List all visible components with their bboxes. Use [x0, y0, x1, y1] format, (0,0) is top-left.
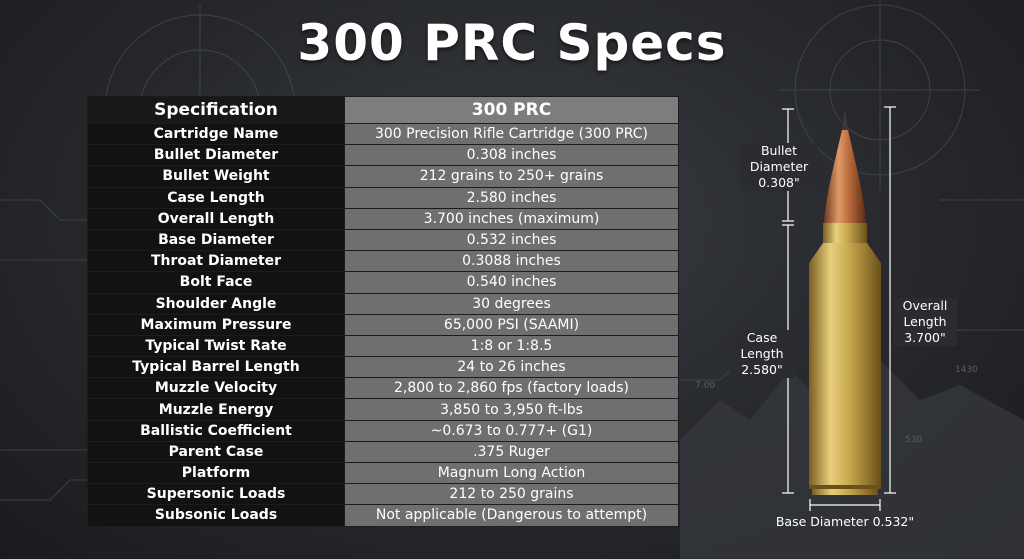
header-specification: Specification [87, 96, 345, 124]
bullet-icon [824, 130, 866, 223]
label-bullet-diameter: Bullet Diameter 0.308" [740, 143, 818, 191]
table-row: Shoulder Angle 30 degrees [87, 292, 679, 315]
label-overall-length: Overall Length 3.700" [893, 298, 957, 346]
spec-name-cell: Ballistic Coefficient [87, 419, 345, 442]
spec-name-cell: Muzzle Energy [87, 398, 345, 421]
header-300-prc: 300 PRC [344, 96, 679, 124]
table-row: Case Length 2.580 inches [87, 186, 679, 209]
spec-name-cell: Parent Case [87, 440, 345, 464]
table-row: Typical Barrel Length 24 to 26 inches [87, 356, 679, 379]
spec-value-cell: 30 degrees [344, 292, 679, 315]
specs-table-body: Cartridge Name 300 Precision Rifle Cartri… [87, 122, 679, 527]
label-case-length: Case Length 2.580" [730, 330, 794, 378]
table-row: Cartridge Name 300 Precision Rifle Cartri… [87, 122, 679, 146]
spec-name-cell: Case Length [87, 186, 345, 209]
spec-name-cell: Bullet Weight [87, 165, 345, 188]
spec-name-cell: Bullet Diameter [87, 144, 345, 167]
table-row: Throat Diameter 0.3088 inches [87, 250, 679, 273]
table-row: Base Diameter 0.532 inches [87, 228, 679, 252]
spec-value-cell: 0.3088 inches [344, 250, 679, 273]
spec-value-cell: 24 to 26 inches [344, 356, 679, 379]
page-title: 300 PRC Specs [297, 14, 727, 72]
spec-value-cell: 212 to 250 grains [344, 483, 679, 506]
table-row: Bullet Weight 212 grains to 250+ grains [87, 165, 679, 188]
spec-name-cell: Maximum Pressure [87, 313, 345, 336]
case-shoulder-icon [809, 243, 881, 263]
spec-name-cell: Typical Twist Rate [87, 334, 345, 358]
table-row: Ballistic Coefficient ~0.673 to 0.777+ (G… [87, 419, 679, 442]
table-row: Subsonic Loads Not applicable (Dangerous … [87, 504, 679, 527]
table-row: Muzzle Energy 3,850 to 3,950 ft-lbs [87, 398, 679, 421]
spec-name-cell: Cartridge Name [87, 122, 345, 146]
specs-table: Specification 300 PRC Cartridge Name 300 … [87, 96, 679, 527]
table-row: Parent Case .375 Ruger [87, 440, 679, 464]
cartridge-diagram [782, 106, 896, 511]
spec-value-cell: Magnum Long Action [344, 461, 679, 485]
spec-value-cell: 1:8 or 1:8.5 [344, 334, 679, 358]
spec-name-cell: Shoulder Angle [87, 292, 345, 315]
spec-value-cell: 0.540 inches [344, 271, 679, 294]
case-rim-icon [812, 489, 878, 495]
bullet-tip-icon [842, 108, 848, 130]
spec-value-cell: 0.532 inches [344, 228, 679, 252]
table-row: Bolt Face 0.540 inches [87, 271, 679, 294]
spec-name-cell: Base Diameter [87, 228, 345, 252]
spec-value-cell: ~0.673 to 0.777+ (G1) [344, 419, 679, 442]
spec-name-cell: Bolt Face [87, 271, 345, 294]
case-neck-icon [823, 223, 867, 243]
table-row: Overall Length 3.700 inches (maximum) [87, 207, 679, 230]
label-base-diameter: Base Diameter 0.532" [775, 514, 915, 529]
spec-name-cell: Typical Barrel Length [87, 356, 345, 379]
case-body-icon [809, 263, 881, 488]
spec-value-cell: 212 grains to 250+ grains [344, 165, 679, 188]
spec-name-cell: Platform [87, 461, 345, 485]
table-row: Muzzle Velocity 2,800 to 2,860 fps (facto… [87, 377, 679, 400]
spec-value-cell: 2.580 inches [344, 186, 679, 209]
spec-value-cell: Not applicable (Dangerous to attempt) [344, 504, 679, 527]
case-base-icon [809, 485, 881, 489]
table-header-row: Specification 300 PRC [87, 96, 679, 124]
table-row: Supersonic Loads 212 to 250 grains [87, 483, 679, 506]
spec-value-cell: 2,800 to 2,860 fps (factory loads) [344, 377, 679, 400]
table-row: Platform Magnum Long Action [87, 461, 679, 485]
spec-value-cell: 0.308 inches [344, 144, 679, 167]
spec-name-cell: Subsonic Loads [87, 504, 345, 527]
spec-name-cell: Overall Length [87, 207, 345, 230]
spec-value-cell: .375 Ruger [344, 440, 679, 464]
spec-value-cell: 3,850 to 3,950 ft-lbs [344, 398, 679, 421]
table-row: Bullet Diameter 0.308 inches [87, 144, 679, 167]
table-row: Maximum Pressure 65,000 PSI (SAAMI) [87, 313, 679, 336]
spec-name-cell: Muzzle Velocity [87, 377, 345, 400]
spec-value-cell: 3.700 inches (maximum) [344, 207, 679, 230]
spec-name-cell: Supersonic Loads [87, 483, 345, 506]
table-row: Typical Twist Rate 1:8 or 1:8.5 [87, 334, 679, 358]
spec-value-cell: 300 Precision Rifle Cartridge (300 PRC) [344, 122, 679, 146]
spec-name-cell: Throat Diameter [87, 250, 345, 273]
spec-value-cell: 65,000 PSI (SAAMI) [344, 313, 679, 336]
